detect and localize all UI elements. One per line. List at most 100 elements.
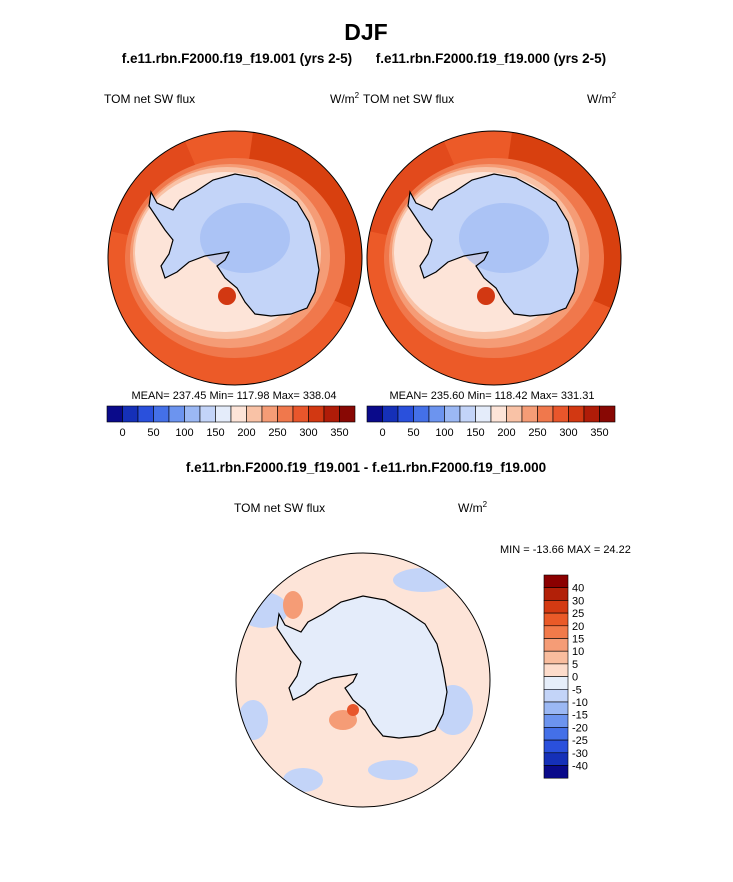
panel-units: W/m2: [330, 91, 360, 106]
field: [218, 287, 236, 305]
colorbar-label: 100: [175, 427, 193, 439]
colorbar-box: [543, 714, 569, 728]
colorbar-box: [366, 405, 383, 423]
colorbar-label: 200: [497, 427, 515, 439]
colorbar-label: -5: [572, 684, 582, 696]
colorbar-box: [292, 405, 309, 423]
panel-stats: MEAN= 237.45 Min= 117.98 Max= 338.04: [132, 390, 337, 402]
colorbar-label: 250: [528, 427, 546, 439]
map-field: [367, 131, 621, 385]
colorbar-box: [552, 405, 569, 423]
colorbar-label: 350: [330, 427, 348, 439]
colorbar-box: [323, 405, 340, 423]
colorbar-box: [122, 405, 139, 423]
map-border: [235, 552, 491, 808]
field: [283, 591, 303, 619]
map-border: [107, 130, 363, 386]
colorbar-label: 0: [119, 427, 125, 439]
panel-label: TOM net SW flux: [363, 92, 454, 106]
colorbar-box: [246, 405, 263, 423]
colorbar-box: [277, 405, 294, 423]
colorbar-label: 5: [572, 659, 578, 671]
panel-subtitle: f.e11.rbn.F2000.f19_f19.001 (yrs 2-5): [122, 51, 352, 66]
panel-label: TOM net SW flux: [234, 501, 325, 515]
colorbar-label: -40: [572, 761, 588, 773]
colorbar-box: [106, 405, 123, 423]
colorbar-box: [428, 405, 445, 423]
field: [477, 287, 495, 305]
colorbar-box: [490, 405, 507, 423]
colorbar-box: [543, 600, 569, 614]
colorbar-label: -15: [572, 710, 588, 722]
colorbar-label: -25: [572, 735, 588, 747]
colorbar-box: [543, 701, 569, 715]
colorbar-box: [459, 405, 476, 423]
panel-subtitle: f.e11.rbn.F2000.f19_f19.000 (yrs 2-5): [376, 51, 606, 66]
colorbar-box: [543, 676, 569, 690]
difference-title: f.e11.rbn.F2000.f19_f19.001 - f.e11.rbn.…: [186, 460, 546, 475]
colorbar-box: [568, 405, 585, 423]
colorbar-label: 250: [268, 427, 286, 439]
polar-map: [107, 130, 363, 386]
colorbar-box: [308, 405, 325, 423]
colorbar-box: [521, 405, 538, 423]
colorbar-label: 50: [407, 427, 419, 439]
colorbar-label: 50: [147, 427, 159, 439]
panel-units: W/m2: [458, 500, 488, 515]
colorbar-box: [230, 405, 247, 423]
colorbar-label: 350: [590, 427, 608, 439]
colorbar-box: [199, 405, 216, 423]
map-field: [108, 131, 362, 385]
panel-label: TOM net SW flux: [104, 92, 195, 106]
colorbar-label: 100: [435, 427, 453, 439]
colorbar-label: 150: [206, 427, 224, 439]
field: [368, 760, 418, 780]
colorbar-label: -30: [572, 748, 588, 760]
colorbar-box: [543, 765, 569, 779]
colorbar-box: [184, 405, 201, 423]
colorbar-box: [382, 405, 399, 423]
colorbar-label: 300: [299, 427, 317, 439]
colorbar-label: 10: [572, 646, 584, 658]
colorbar-label: 20: [572, 621, 584, 633]
colorbar-box: [261, 405, 278, 423]
colorbar-box: [397, 405, 414, 423]
colorbar-box: [543, 688, 569, 703]
colorbar-box: [543, 663, 569, 677]
colorbar-box: [153, 405, 170, 423]
colorbar-label: 200: [237, 427, 255, 439]
colorbar-label: 30: [572, 595, 584, 607]
panel-units: W/m2: [587, 91, 617, 106]
colorbar-box: [543, 752, 569, 766]
colorbar-box: [583, 405, 600, 423]
colorbar-box: [444, 405, 461, 423]
colorbar-label: 150: [466, 427, 484, 439]
colorbar-box: [137, 405, 154, 423]
colorbar-box: [506, 405, 523, 423]
colorbar-label: 0: [572, 672, 578, 684]
colorbar-label: 15: [572, 634, 584, 646]
colorbar-box: [543, 739, 569, 754]
polar-map: [235, 552, 491, 808]
map-border: [366, 130, 622, 386]
colorbar-box: [168, 405, 185, 423]
colorbar-box: [543, 727, 569, 741]
colorbar-box: [543, 638, 569, 652]
map-field: [236, 553, 490, 807]
field: [347, 704, 359, 716]
colorbar-box: [413, 405, 430, 423]
colorbar-label: 40: [572, 583, 584, 595]
panel-stats: MEAN= 235.60 Min= 118.42 Max= 331.31: [390, 390, 595, 402]
colorbar-box: [215, 405, 232, 423]
field: [200, 203, 290, 273]
colorbar: 0 50 100 150 200 250 300 350: [106, 405, 356, 439]
field: [283, 768, 323, 792]
colorbar: 0 50 100 150 200 250 300 350: [366, 405, 616, 439]
colorbar-box: [537, 405, 554, 423]
colorbar-box: [543, 625, 569, 639]
colorbar-box: [543, 650, 569, 665]
figure-title: DJF: [344, 19, 387, 45]
